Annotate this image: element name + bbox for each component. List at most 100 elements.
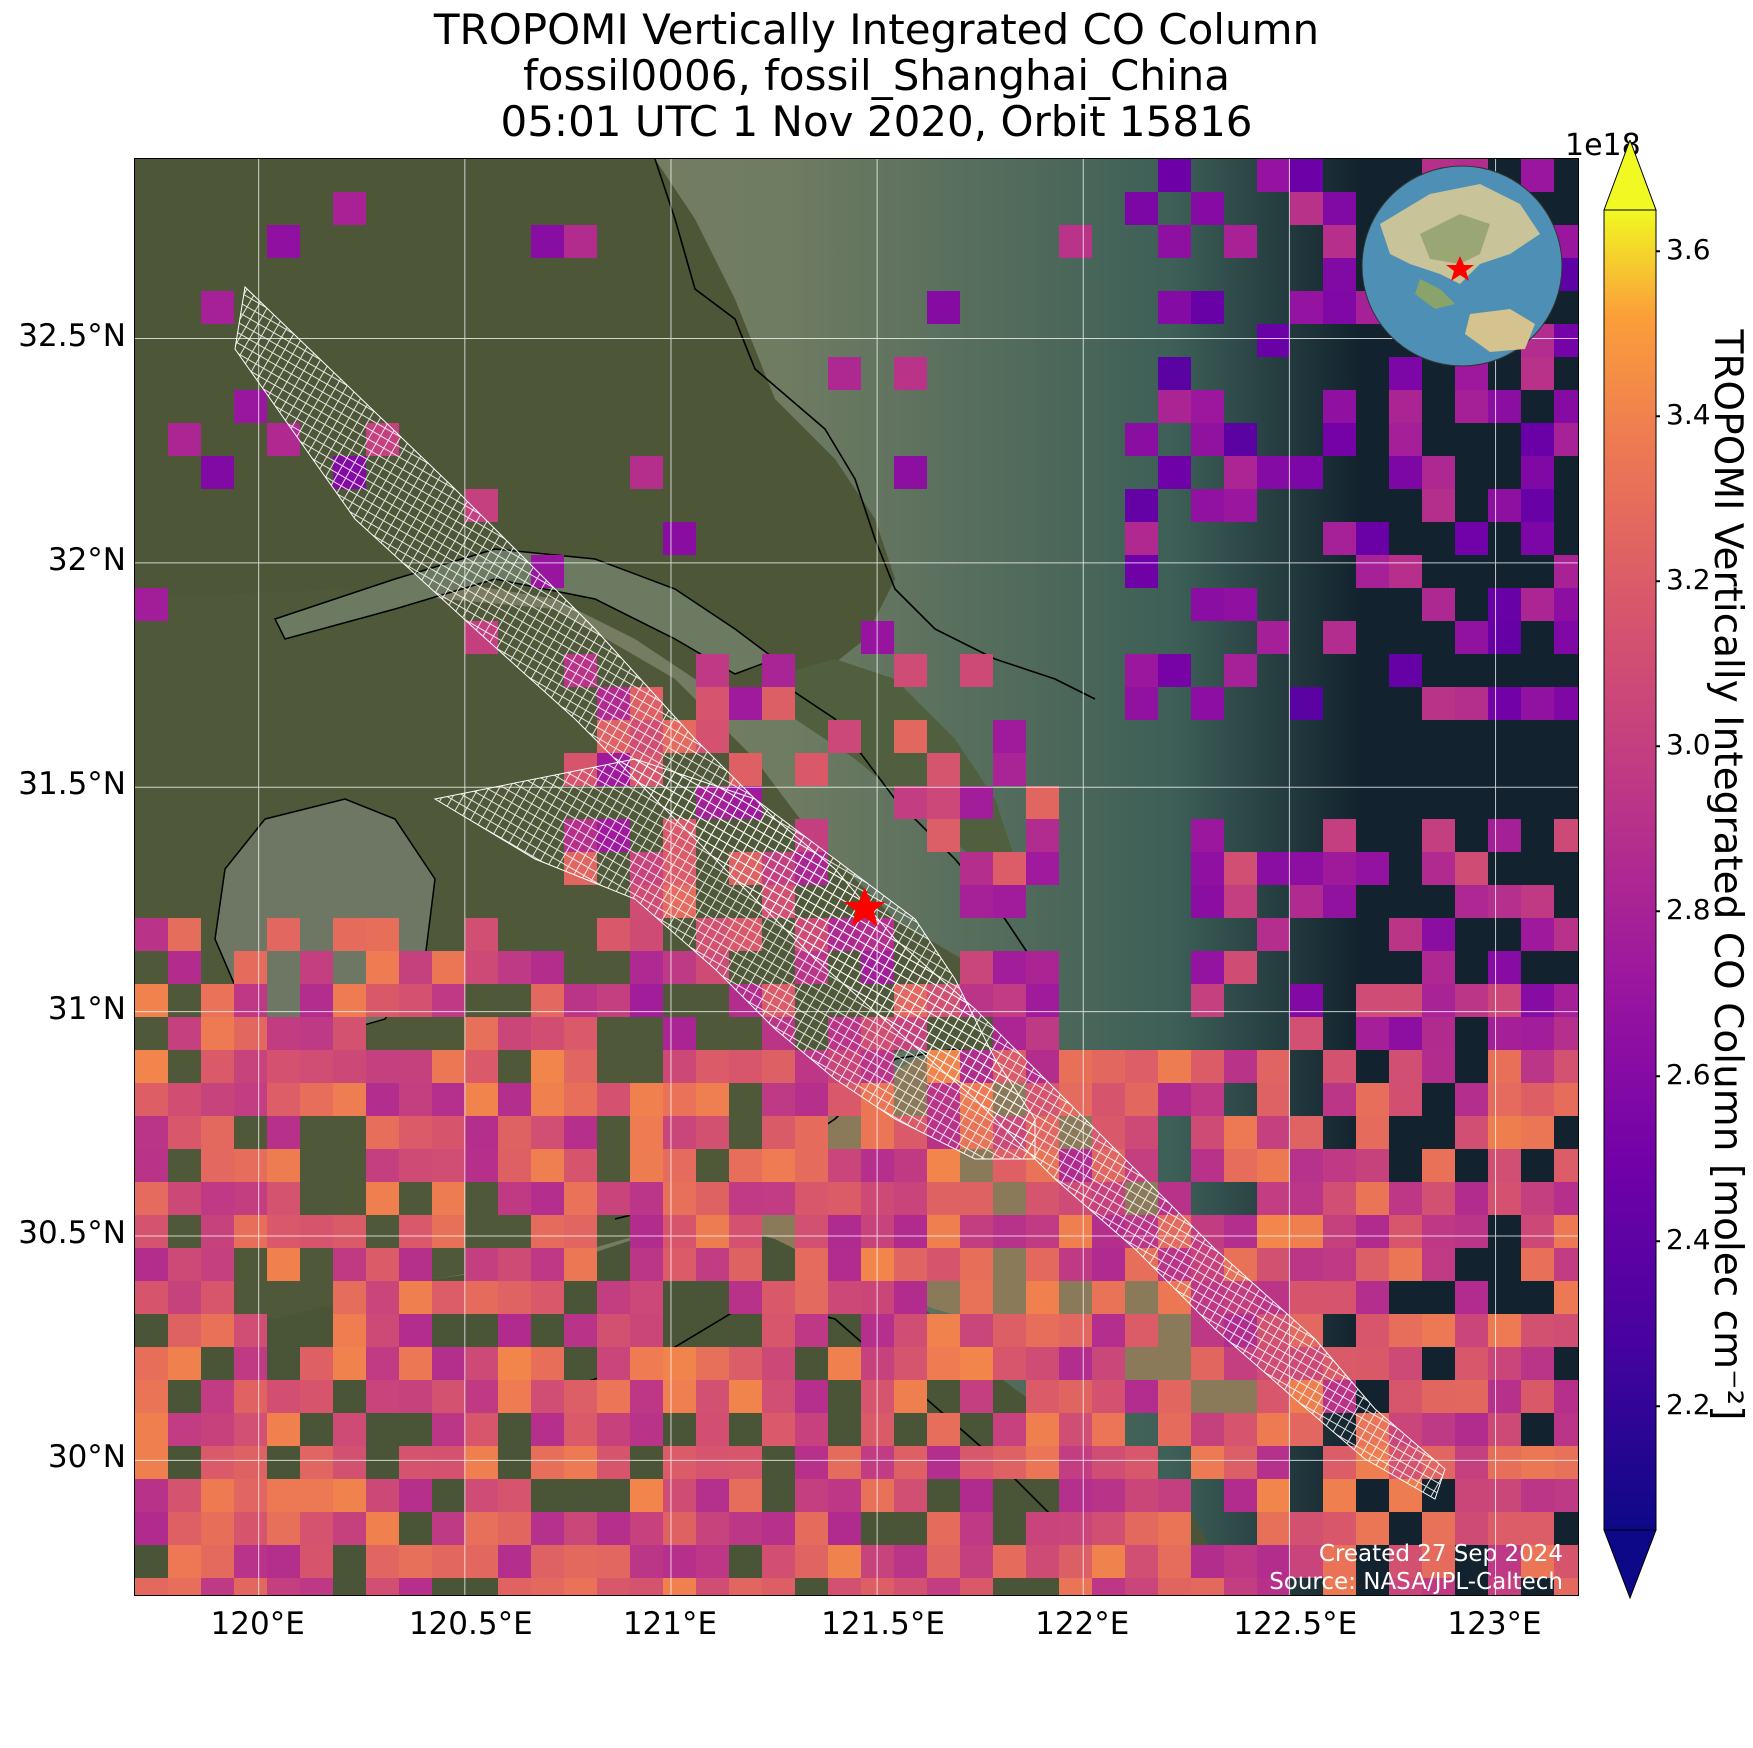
co-pixel <box>1554 423 1578 456</box>
co-pixel <box>1521 1545 1554 1578</box>
co-pixel <box>564 1380 597 1413</box>
co-pixel <box>960 1248 993 1281</box>
co-pixel <box>399 1050 432 1083</box>
co-pixel <box>828 1248 861 1281</box>
co-pixel <box>201 1050 234 1083</box>
co-pixel <box>597 918 630 951</box>
co-pixel <box>1356 1083 1389 1116</box>
co-pixel <box>1521 1347 1554 1380</box>
co-pixel <box>531 1380 564 1413</box>
co-pixel <box>1554 324 1578 357</box>
co-pixel <box>1092 1314 1125 1347</box>
co-pixel <box>1158 1050 1191 1083</box>
co-pixel <box>729 1248 762 1281</box>
co-pixel <box>927 1413 960 1446</box>
co-pixel <box>432 1281 465 1314</box>
co-pixel <box>267 1248 300 1281</box>
co-pixel <box>267 1215 300 1248</box>
co-pixel <box>1521 1215 1554 1248</box>
co-pixel <box>663 1446 696 1479</box>
co-pixel <box>630 1248 663 1281</box>
co-pixel <box>795 1149 828 1182</box>
co-pixel <box>135 1215 168 1248</box>
co-pixel <box>1554 1050 1578 1083</box>
co-pixel <box>333 192 366 225</box>
co-pixel <box>234 951 267 984</box>
co-pixel <box>1554 1446 1578 1479</box>
co-pixel <box>300 1479 333 1512</box>
co-pixel <box>960 1281 993 1314</box>
co-pixel <box>828 1215 861 1248</box>
map-canvas[interactable] <box>135 159 1578 1595</box>
co-pixel <box>597 1347 630 1380</box>
graticule <box>135 159 1578 1595</box>
co-pixel <box>1224 1578 1257 1595</box>
co-pixel <box>630 1281 663 1314</box>
co-pixel <box>1356 1347 1389 1380</box>
co-pixel <box>927 1446 960 1479</box>
co-pixel <box>1422 1050 1455 1083</box>
co-pixel <box>762 1413 795 1446</box>
co-pixel <box>234 390 267 423</box>
co-pixel <box>267 1149 300 1182</box>
co-pixel <box>399 1545 432 1578</box>
co-pixel <box>1422 588 1455 621</box>
co-pixel <box>366 1380 399 1413</box>
co-pixel <box>960 1545 993 1578</box>
co-pixel <box>1389 1545 1422 1578</box>
co-pixel <box>1455 1413 1488 1446</box>
co-pixel <box>234 1050 267 1083</box>
co-pixel <box>1422 1314 1455 1347</box>
co-pixel <box>927 1578 960 1595</box>
co-pixel <box>597 1512 630 1545</box>
co-pixel <box>1158 654 1191 687</box>
co-pixel <box>201 1512 234 1545</box>
co-pixel <box>1224 456 1257 489</box>
co-pixel <box>135 1380 168 1413</box>
co-pixel <box>597 1281 630 1314</box>
co-pixel <box>762 1380 795 1413</box>
site-star-marker[interactable] <box>843 887 886 927</box>
co-pixel <box>1059 1413 1092 1446</box>
co-pixel <box>927 1248 960 1281</box>
co-pixel <box>795 1545 828 1578</box>
co-pixel <box>1323 1578 1356 1595</box>
co-pixel <box>135 1116 168 1149</box>
co-pixel <box>729 1578 762 1595</box>
co-pixel <box>1356 1281 1389 1314</box>
co-pixel <box>1224 588 1257 621</box>
co-pixel <box>960 1479 993 1512</box>
co-pixel <box>762 1149 795 1182</box>
co-pixel <box>1323 1545 1356 1578</box>
co-pixel <box>1521 1050 1554 1083</box>
co-pixel <box>1389 1215 1422 1248</box>
co-pixel <box>1092 1050 1125 1083</box>
co-pixel <box>1323 1182 1356 1215</box>
co-pixel <box>201 1314 234 1347</box>
co-pixel <box>1356 1116 1389 1149</box>
co-pixel <box>531 951 564 984</box>
co-pixel <box>432 1512 465 1545</box>
co-pixel <box>1389 555 1422 588</box>
co-pixel <box>696 1545 729 1578</box>
co-pixel <box>1257 1116 1290 1149</box>
co-pixel <box>465 1446 498 1479</box>
map-panel[interactable] <box>134 158 1579 1596</box>
co-pixel <box>630 1083 663 1116</box>
co-pixel <box>696 1512 729 1545</box>
co-pixel <box>201 1479 234 1512</box>
co-pixel <box>300 1446 333 1479</box>
co-pixel <box>762 1347 795 1380</box>
co-pixel <box>267 1578 300 1595</box>
co-pixel <box>234 1512 267 1545</box>
co-pixel <box>762 654 795 687</box>
co-pixel <box>1290 852 1323 885</box>
co-pixel <box>1488 1479 1521 1512</box>
co-pixel <box>960 1578 993 1595</box>
co-pixel <box>1257 1479 1290 1512</box>
co-pixel <box>201 1182 234 1215</box>
co-pixel <box>201 456 234 489</box>
co-pixel <box>1158 1083 1191 1116</box>
co-pixel <box>1323 225 1356 258</box>
co-pixel <box>1290 159 1323 192</box>
